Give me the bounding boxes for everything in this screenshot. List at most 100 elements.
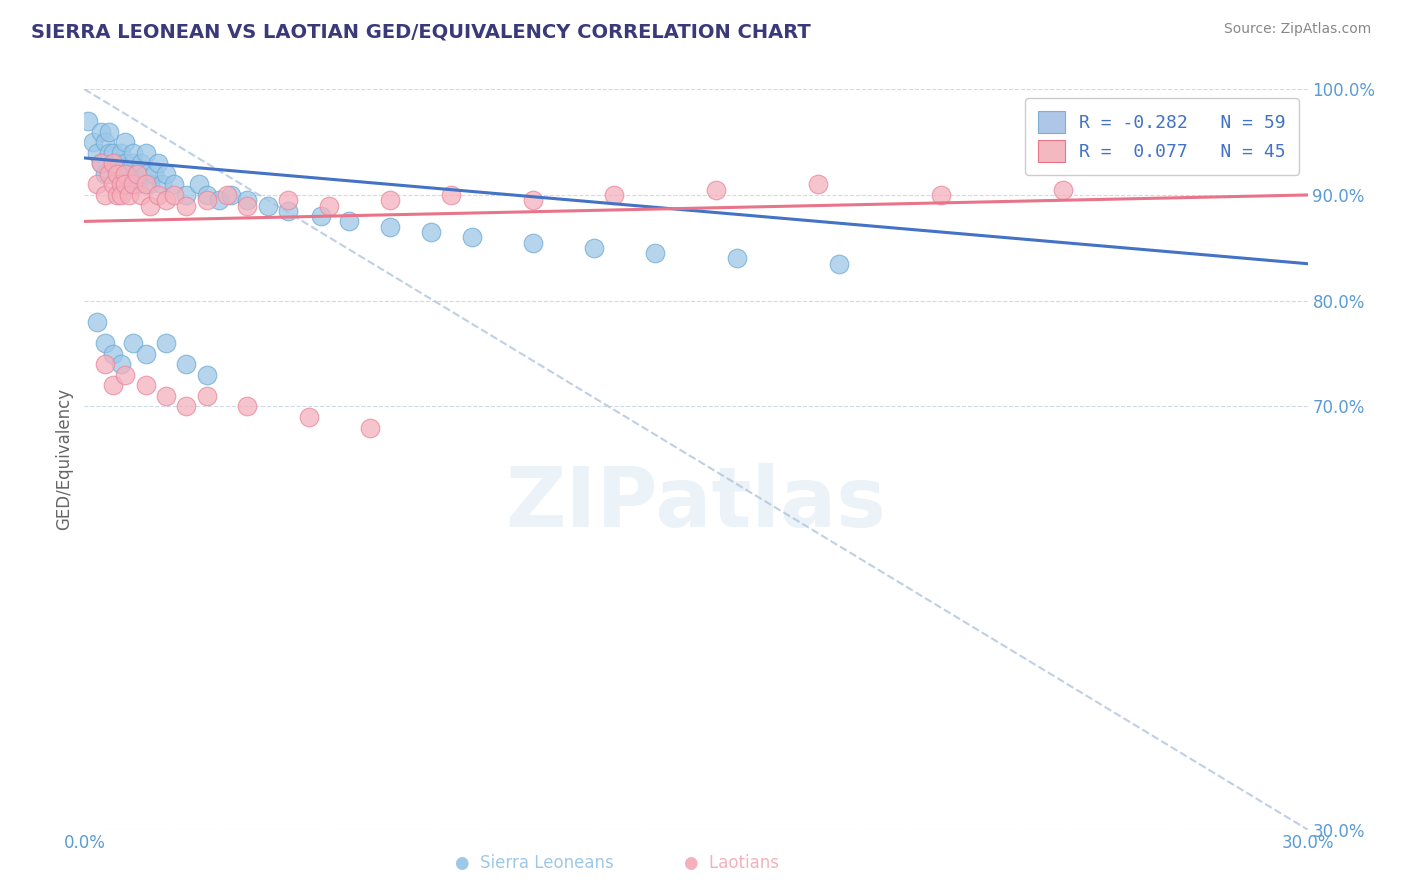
Point xyxy=(135,378,157,392)
Point xyxy=(122,336,145,351)
Text: Source: ZipAtlas.com: Source: ZipAtlas.com xyxy=(1223,22,1371,37)
Point xyxy=(174,400,197,414)
Point xyxy=(187,178,209,192)
Point xyxy=(195,389,218,403)
Point xyxy=(522,235,544,250)
Point xyxy=(163,178,186,192)
Point xyxy=(155,336,177,351)
Point xyxy=(110,145,132,160)
Point xyxy=(114,167,136,181)
Point xyxy=(725,252,748,266)
Point xyxy=(114,156,136,170)
Point xyxy=(359,420,381,434)
Point xyxy=(97,124,120,138)
Point xyxy=(105,167,128,181)
Point xyxy=(380,193,402,207)
Point xyxy=(644,246,666,260)
Point xyxy=(236,400,259,414)
Point xyxy=(90,156,112,170)
Point xyxy=(127,167,149,181)
Point xyxy=(138,198,160,212)
Point xyxy=(236,193,259,207)
Point xyxy=(110,178,132,192)
Legend: R = -0.282   N = 59, R =  0.077   N = 45: R = -0.282 N = 59, R = 0.077 N = 45 xyxy=(1025,98,1299,175)
Y-axis label: GED/Equivalency: GED/Equivalency xyxy=(55,388,73,531)
Point xyxy=(461,230,484,244)
Point xyxy=(127,167,149,181)
Point xyxy=(380,219,402,234)
Point xyxy=(97,145,120,160)
Point xyxy=(257,198,280,212)
Point xyxy=(142,167,165,181)
Point xyxy=(135,346,157,360)
Point xyxy=(110,357,132,371)
Point xyxy=(603,188,626,202)
Text: ●  Sierra Leoneans: ● Sierra Leoneans xyxy=(456,855,613,872)
Point xyxy=(105,188,128,202)
Point xyxy=(1052,183,1074,197)
Point xyxy=(82,135,104,149)
Point xyxy=(807,178,830,192)
Point xyxy=(318,198,340,212)
Point xyxy=(101,346,124,360)
Point xyxy=(122,178,145,192)
Point xyxy=(174,357,197,371)
Point xyxy=(114,368,136,382)
Point xyxy=(163,188,186,202)
Point xyxy=(440,188,463,202)
Point xyxy=(522,193,544,207)
Point xyxy=(101,178,124,192)
Point xyxy=(101,145,124,160)
Point xyxy=(420,225,443,239)
Point xyxy=(828,257,851,271)
Point xyxy=(122,156,145,170)
Text: SIERRA LEONEAN VS LAOTIAN GED/EQUIVALENCY CORRELATION CHART: SIERRA LEONEAN VS LAOTIAN GED/EQUIVALENC… xyxy=(31,22,811,41)
Point xyxy=(929,188,952,202)
Point xyxy=(135,145,157,160)
Point xyxy=(93,167,115,181)
Point xyxy=(706,183,728,197)
Text: ●  Laotians: ● Laotians xyxy=(683,855,779,872)
Point xyxy=(86,145,108,160)
Point xyxy=(155,389,177,403)
Point xyxy=(146,188,169,202)
Point xyxy=(93,188,115,202)
Point xyxy=(195,193,218,207)
Point xyxy=(298,410,321,425)
Point xyxy=(155,193,177,207)
Text: ZIPatlas: ZIPatlas xyxy=(506,463,886,544)
Point xyxy=(146,156,169,170)
Point xyxy=(131,188,153,202)
Point xyxy=(118,167,141,181)
Point xyxy=(150,178,173,192)
Point xyxy=(135,178,157,192)
Point xyxy=(101,156,124,170)
Point xyxy=(195,188,218,202)
Point xyxy=(86,178,108,192)
Point xyxy=(101,378,124,392)
Point xyxy=(122,145,145,160)
Point xyxy=(309,209,332,223)
Point xyxy=(219,188,242,202)
Point xyxy=(90,124,112,138)
Point xyxy=(583,241,606,255)
Point xyxy=(77,114,100,128)
Point xyxy=(277,193,299,207)
Point xyxy=(97,167,120,181)
Point xyxy=(138,178,160,192)
Point xyxy=(118,188,141,202)
Point xyxy=(93,135,115,149)
Point xyxy=(131,156,153,170)
Point xyxy=(118,178,141,192)
Point xyxy=(101,156,124,170)
Point xyxy=(114,135,136,149)
Point xyxy=(127,178,149,192)
Point xyxy=(105,156,128,170)
Point xyxy=(174,198,197,212)
Point xyxy=(236,198,259,212)
Point xyxy=(93,336,115,351)
Point xyxy=(155,167,177,181)
Point xyxy=(217,188,239,202)
Point xyxy=(105,167,128,181)
Point xyxy=(339,214,361,228)
